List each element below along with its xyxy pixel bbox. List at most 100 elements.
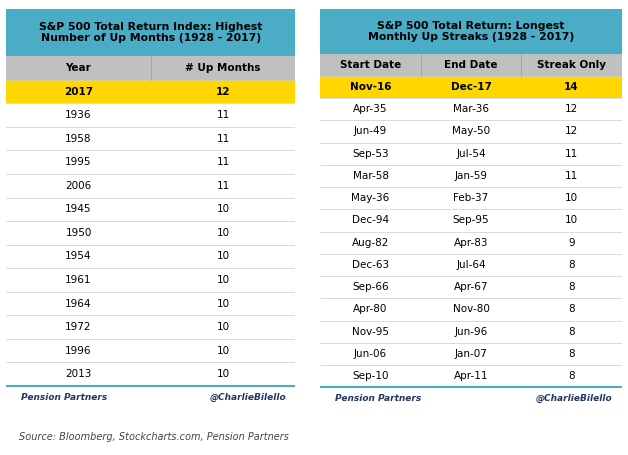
- Bar: [320, 298, 622, 320]
- Text: Jul-54: Jul-54: [456, 149, 486, 159]
- Text: 11: 11: [216, 134, 230, 144]
- Text: 8: 8: [568, 327, 575, 337]
- Text: May-50: May-50: [452, 126, 490, 136]
- Text: 11: 11: [216, 181, 230, 191]
- Text: 1936: 1936: [65, 110, 92, 120]
- Text: Nov-95: Nov-95: [352, 327, 389, 337]
- Text: Pension Partners: Pension Partners: [21, 393, 107, 402]
- Text: Sep-66: Sep-66: [352, 282, 389, 292]
- Bar: [6, 315, 295, 339]
- Text: Dec-63: Dec-63: [352, 260, 389, 270]
- Text: 11: 11: [565, 171, 578, 181]
- Text: Aug-82: Aug-82: [352, 238, 389, 248]
- Text: Nov-80: Nov-80: [453, 304, 489, 314]
- Text: 10: 10: [217, 322, 229, 332]
- Text: 1964: 1964: [65, 298, 92, 308]
- Text: Source: Bloomberg, Stockcharts.com, Pension Partners: Source: Bloomberg, Stockcharts.com, Pens…: [19, 432, 289, 442]
- Bar: [320, 320, 622, 343]
- Text: Year: Year: [65, 63, 92, 73]
- Text: 14: 14: [564, 82, 579, 92]
- Bar: [320, 165, 622, 187]
- Text: 9: 9: [568, 238, 575, 248]
- Text: 10: 10: [565, 215, 578, 225]
- Text: 11: 11: [216, 110, 230, 120]
- Text: 10: 10: [217, 228, 229, 238]
- Text: 10: 10: [565, 193, 578, 203]
- Text: 10: 10: [217, 369, 229, 379]
- Text: 11: 11: [216, 157, 230, 167]
- Text: Apr-83: Apr-83: [454, 238, 488, 248]
- Text: S&P 500 Total Return: Longest
Monthly Up Streaks (1928 - 2017): S&P 500 Total Return: Longest Monthly Up…: [368, 20, 574, 42]
- Text: Nov-16: Nov-16: [350, 82, 391, 92]
- Text: # Up Months: # Up Months: [185, 63, 261, 73]
- Bar: [320, 120, 622, 142]
- Text: Mar-36: Mar-36: [453, 104, 489, 114]
- Text: 1945: 1945: [65, 204, 92, 214]
- Text: Pension Partners: Pension Partners: [335, 394, 421, 403]
- Bar: [6, 245, 295, 268]
- Text: 2013: 2013: [65, 369, 92, 379]
- Bar: [6, 103, 295, 127]
- Text: 1954: 1954: [65, 252, 92, 262]
- Text: Start Date: Start Date: [340, 60, 401, 70]
- Bar: [6, 268, 295, 292]
- Bar: [320, 254, 622, 276]
- Text: Mar-58: Mar-58: [352, 171, 389, 181]
- Bar: [6, 127, 295, 151]
- Bar: [6, 221, 295, 245]
- Bar: [320, 54, 622, 76]
- Bar: [320, 98, 622, 120]
- Text: Jan-07: Jan-07: [455, 349, 487, 359]
- Text: Apr-35: Apr-35: [354, 104, 387, 114]
- Bar: [6, 339, 295, 362]
- Bar: [320, 9, 622, 54]
- Text: May-36: May-36: [352, 193, 389, 203]
- Text: 1995: 1995: [65, 157, 92, 167]
- Text: Dec-94: Dec-94: [352, 215, 389, 225]
- Text: Apr-11: Apr-11: [454, 371, 488, 381]
- Text: Dec-17: Dec-17: [450, 82, 492, 92]
- Text: 10: 10: [217, 275, 229, 285]
- Text: 8: 8: [568, 260, 575, 270]
- Text: 1972: 1972: [65, 322, 92, 332]
- Bar: [320, 232, 622, 254]
- Text: Jun-96: Jun-96: [455, 327, 487, 337]
- Text: 12: 12: [565, 104, 578, 114]
- Text: Sep-10: Sep-10: [352, 371, 389, 381]
- Text: Jun-06: Jun-06: [354, 349, 387, 359]
- Text: 11: 11: [565, 149, 578, 159]
- Bar: [6, 386, 295, 410]
- Bar: [6, 151, 295, 174]
- Bar: [6, 197, 295, 221]
- Text: 8: 8: [568, 282, 575, 292]
- Bar: [6, 362, 295, 386]
- Bar: [6, 9, 295, 56]
- Text: End Date: End Date: [444, 60, 498, 70]
- Bar: [320, 365, 622, 387]
- Text: S&P 500 Total Return Index: Highest
Number of Up Months (1928 - 2017): S&P 500 Total Return Index: Highest Numb…: [39, 22, 263, 44]
- Text: 10: 10: [217, 346, 229, 356]
- Text: 10: 10: [217, 204, 229, 214]
- Text: 1958: 1958: [65, 134, 92, 144]
- Text: Jun-49: Jun-49: [354, 126, 387, 136]
- Text: @CharlieBilello: @CharlieBilello: [536, 394, 613, 403]
- Text: 2017: 2017: [64, 86, 93, 96]
- Bar: [320, 343, 622, 365]
- Text: Feb-37: Feb-37: [453, 193, 489, 203]
- Text: 8: 8: [568, 371, 575, 381]
- Bar: [6, 56, 295, 80]
- Text: 10: 10: [217, 298, 229, 308]
- Text: Apr-67: Apr-67: [454, 282, 488, 292]
- Text: @CharlieBilello: @CharlieBilello: [210, 393, 286, 402]
- Text: 1961: 1961: [65, 275, 92, 285]
- Bar: [320, 387, 622, 410]
- Text: Streak Only: Streak Only: [537, 60, 606, 70]
- Bar: [320, 142, 622, 165]
- Bar: [6, 292, 295, 315]
- Text: 1996: 1996: [65, 346, 92, 356]
- Bar: [320, 76, 622, 98]
- Text: 1950: 1950: [65, 228, 92, 238]
- Text: 8: 8: [568, 304, 575, 314]
- Bar: [320, 276, 622, 298]
- Text: 2006: 2006: [65, 181, 92, 191]
